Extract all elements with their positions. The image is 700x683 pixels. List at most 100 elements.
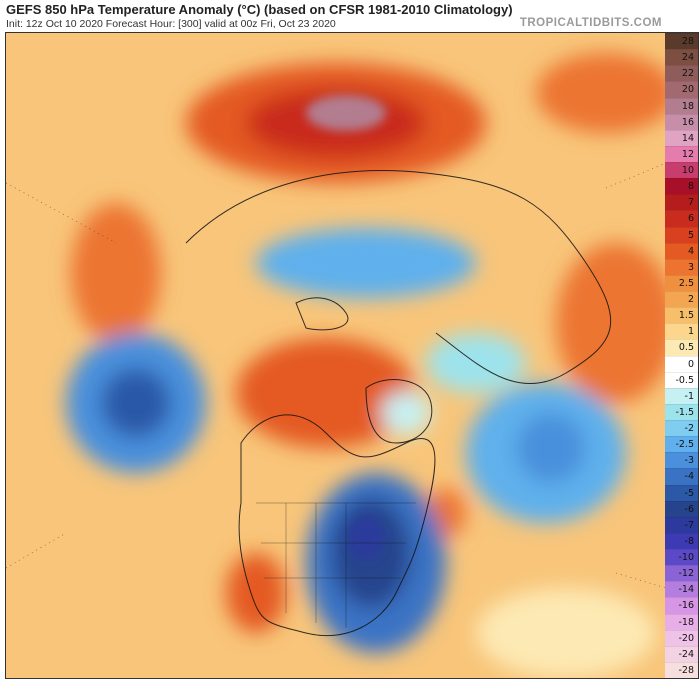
colorbar-level: 24	[665, 49, 698, 66]
colorbar-level-label: -2.5	[675, 439, 694, 451]
colorbar-level-label: -3	[684, 455, 694, 467]
warm-anomaly-canada	[236, 338, 416, 448]
cool-anomaly-northamerica-peak	[348, 516, 384, 560]
colorbar-level-label: -6	[684, 503, 694, 515]
colorbar-level: -7	[665, 516, 698, 533]
colorbar-level: -3	[665, 452, 698, 469]
colorbar-level-label: -24	[678, 648, 694, 660]
warm-anomaly-topright	[536, 53, 666, 133]
colorbar-level-label: 7	[687, 197, 694, 209]
colorbar-level: -10	[665, 549, 698, 566]
colorbar-level: -20	[665, 629, 698, 646]
colorbar-level-label: 1	[687, 326, 694, 338]
colorbar-level: -18	[665, 613, 698, 630]
neutral-anomaly-south	[476, 588, 656, 678]
site-watermark: TROPICALTIDBITS.COM	[519, 17, 662, 29]
colorbar-level: 5	[665, 226, 698, 243]
colorbar-level: 0	[665, 355, 698, 372]
colorbar-level-label: 8	[687, 181, 694, 193]
colorbar-level-label: -20	[678, 632, 694, 644]
colorbar-level-label: 0	[687, 358, 694, 370]
colorbar-level-label: -1.5	[675, 406, 694, 418]
colorbar-level-label: -2	[684, 423, 694, 435]
colorbar-level: -0.5	[665, 371, 698, 388]
anomaly-colorbar: 28 24 22 20 18 16 14 12 10 8 7 6 5 4 3 2.5 2 1.5 1 0.5 0 -0.5…	[665, 32, 699, 679]
colorbar-level: 14	[665, 129, 698, 146]
cool-anomaly-greenland	[381, 391, 431, 435]
colorbar-level: 16	[665, 113, 698, 130]
colorbar-level-label: -1	[684, 390, 694, 402]
colorbar-level: 12	[665, 145, 698, 162]
colorbar-level-label: -18	[678, 616, 694, 628]
colorbar-level: 22	[665, 65, 698, 82]
anomaly-map	[5, 32, 667, 679]
colorbar-level: -4	[665, 468, 698, 485]
colorbar-level-label: -28	[678, 664, 694, 676]
colorbar-level-label: 24	[681, 52, 694, 64]
colorbar-level: 2.5	[665, 274, 698, 291]
warm-anomaly-siberia-peak	[306, 95, 386, 131]
colorbar-level: -12	[665, 565, 698, 582]
colorbar-level-label: -10	[678, 552, 694, 564]
colorbar-level-label: 2.5	[678, 277, 694, 289]
warm-anomaly-northpacific	[71, 203, 161, 343]
cool-anomaly-europe-core	[516, 413, 586, 483]
colorbar-level-label: 14	[681, 132, 694, 144]
colorbar-level-label: 10	[681, 165, 694, 177]
colorbar-level: 1.5	[665, 307, 698, 324]
colorbar-level-label: 0.5	[678, 342, 694, 354]
colorbar-level-label: 18	[681, 100, 694, 112]
colorbar-level-label: -7	[684, 519, 694, 531]
colorbar-level-label: -5	[684, 487, 694, 499]
colorbar-level-label: 3	[687, 261, 694, 273]
colorbar-level-label: -12	[678, 568, 694, 580]
colorbar-level-label: 16	[681, 116, 694, 128]
colorbar-level-label: 12	[681, 148, 694, 160]
colorbar-level-label: 4	[687, 245, 694, 257]
colorbar-level: 3	[665, 258, 698, 275]
cool-anomaly-pacific-core	[101, 368, 171, 438]
colorbar-level-label: 22	[681, 68, 694, 80]
colorbar-level-label: -16	[678, 600, 694, 612]
map-subtitle: Init: 12z Oct 10 2020 Forecast Hour: [30…	[6, 18, 336, 30]
colorbar-level-label: 6	[687, 213, 694, 225]
meridian-line-1	[6, 182, 117, 244]
colorbar-level-label: -0.5	[675, 374, 694, 386]
colorbar-level: 10	[665, 162, 698, 179]
map-title: GEFS 850 hPa Temperature Anomaly (°C) (b…	[6, 2, 513, 17]
coastline-arctic-islands	[295, 297, 349, 331]
colorbar-level: 0.5	[665, 339, 698, 356]
colorbar-level-label: 28	[681, 36, 694, 48]
colorbar-level: 20	[665, 81, 698, 98]
meridian-line-3	[605, 162, 666, 189]
warm-anomaly-westus	[226, 553, 286, 633]
colorbar-level: 6	[665, 210, 698, 227]
colorbar-level: 4	[665, 242, 698, 259]
colorbar-level: -5	[665, 484, 698, 501]
coastline-greenland	[365, 379, 433, 444]
colorbar-level: -2	[665, 420, 698, 437]
colorbar-level: -14	[665, 581, 698, 598]
colorbar-level: 1	[665, 323, 698, 340]
coastline-north-america	[238, 414, 436, 637]
colorbar-level: 8	[665, 178, 698, 195]
cool-anomaly-arctic	[256, 228, 476, 298]
colorbar-level: -28	[665, 661, 698, 678]
colorbar-level-label: 20	[681, 84, 694, 96]
colorbar-level-label: 2	[687, 294, 694, 306]
colorbar-level: 2	[665, 291, 698, 308]
colorbar-level-label: -4	[684, 471, 694, 483]
colorbar-level: 7	[665, 194, 698, 211]
colorbar-level: -8	[665, 532, 698, 549]
colorbar-level: -6	[665, 500, 698, 517]
colorbar-level: -2.5	[665, 436, 698, 453]
colorbar-level: -24	[665, 645, 698, 662]
coastline-eurasia	[185, 170, 612, 385]
colorbar-level: -1.5	[665, 403, 698, 420]
colorbar-level: 28	[665, 33, 698, 50]
colorbar-level: -1	[665, 387, 698, 404]
colorbar-level-label: -8	[684, 535, 694, 547]
colorbar-level-label: -14	[678, 584, 694, 596]
colorbar-level-label: 1.5	[678, 310, 694, 322]
colorbar-level: -16	[665, 597, 698, 614]
